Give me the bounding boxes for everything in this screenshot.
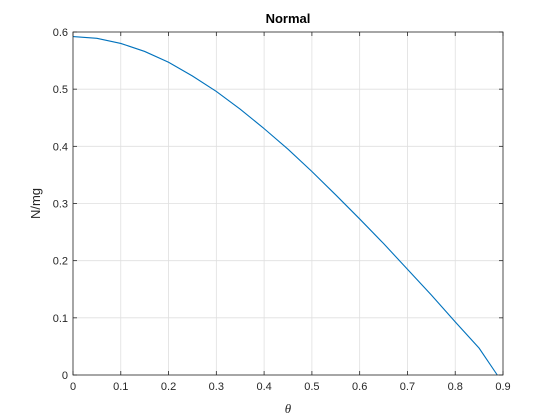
x-tick-label: 0.9 [495, 381, 510, 393]
x-tick-label: 0.4 [256, 381, 271, 393]
chart-title: Normal [266, 11, 311, 26]
x-tick-label: 0.6 [352, 381, 367, 393]
y-tick-label: 0 [62, 370, 68, 382]
y-tick-label: 0.1 [53, 313, 68, 325]
x-tick-label: 0.8 [448, 381, 463, 393]
x-tick-label: 0 [70, 381, 76, 393]
x-tick-label: 0.5 [304, 381, 319, 393]
series-line [72, 36, 498, 376]
x-tick-label: 0.1 [113, 381, 128, 393]
y-tick-label: 0.4 [53, 141, 68, 153]
y-tick-label: 0.3 [53, 199, 68, 211]
y-tick-label: 0.2 [53, 256, 68, 268]
x-axis-label: θ [285, 401, 292, 416]
ticks: 0 0.1 0.2 0.3 0.4 0.5 0.6 0.7 0.8 0.9 0 0.1 0.2 0.3 0.… [53, 27, 511, 393]
y-axis-label: N/mg [28, 188, 43, 219]
x-tick-label: 0.3 [209, 381, 224, 393]
plot-lines [72, 36, 498, 376]
x-tick-label: 0.2 [161, 381, 176, 393]
y-tick-label: 0.6 [53, 27, 68, 39]
y-tick-label: 0.5 [53, 84, 68, 96]
x-tick-label: 0.7 [400, 381, 415, 393]
